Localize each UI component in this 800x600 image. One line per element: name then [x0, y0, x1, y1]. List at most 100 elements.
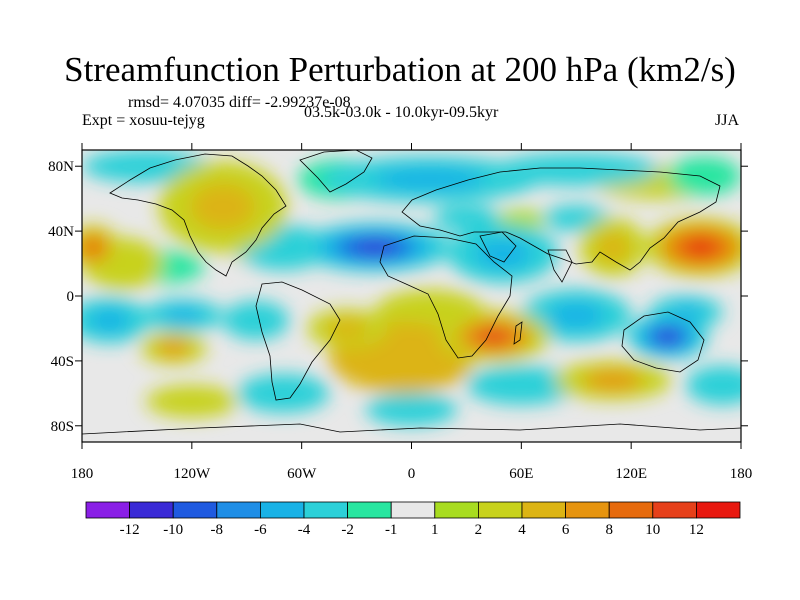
contour-cell — [645, 218, 741, 277]
colorbar-swatch — [129, 501, 174, 519]
contour-band — [466, 365, 577, 405]
coast-north-america — [109, 153, 287, 277]
y-tick-label: 40S — [51, 354, 74, 370]
colorbar-label: -8 — [211, 522, 224, 538]
contour-cell — [438, 310, 549, 363]
colorbar-swatch — [85, 501, 130, 519]
y-tick-label: 0 — [67, 289, 75, 305]
y-tick-label: 40N — [48, 224, 74, 240]
colorbar-swatch — [652, 501, 697, 519]
contour-cell — [237, 373, 330, 413]
contour-band — [190, 184, 255, 230]
coast-greenland — [299, 150, 373, 193]
contour-cell — [365, 393, 458, 426]
x-tick-label: 120E — [615, 466, 647, 482]
y-tick-label: 80S — [51, 419, 74, 435]
contour-field — [82, 150, 741, 426]
x-tick-label: 60E — [509, 466, 533, 482]
x-tick-label: 120W — [173, 466, 211, 482]
contour-cell — [579, 218, 646, 277]
colorbar-swatch — [172, 501, 218, 519]
contour-cell — [82, 224, 119, 271]
colorbar-swatch — [608, 501, 654, 519]
colorbar-swatch — [434, 501, 479, 519]
contour-band — [475, 239, 531, 269]
colorbar-swatch — [259, 501, 305, 519]
colorbar-label: -1 — [385, 522, 398, 538]
x-tick-label: 180 — [730, 466, 753, 482]
contour-cell — [142, 299, 223, 332]
coast-india — [547, 249, 573, 283]
contour-band — [657, 330, 678, 343]
y-tick-label: 80N — [48, 159, 74, 175]
colorbar-swatch — [216, 501, 261, 519]
coast-south-america — [255, 281, 341, 401]
contour-band — [222, 300, 289, 340]
contour-cell — [158, 161, 288, 253]
coast-madagascar — [513, 321, 523, 345]
colorbar-label: 2 — [475, 522, 483, 538]
contour-cell — [146, 385, 238, 418]
period-label: 03.5k-03.0k - 10.0kyr-09.5kyr — [304, 104, 499, 121]
colorbar: -12 -10 -8 -6 -4 -2 -1 1 2 4 6 8 10 12 — [85, 501, 741, 538]
stats-annotation: rmsd= 4.07035 diff= -2.99237e-08 — [128, 94, 351, 111]
contour-cell — [307, 308, 388, 348]
season-label: JJA — [715, 112, 740, 129]
contour-cell — [667, 156, 741, 196]
contour-band — [146, 385, 238, 418]
colorbar-label: 4 — [518, 522, 526, 538]
contour-cell — [82, 297, 150, 344]
contour-band — [433, 205, 500, 232]
contour-cell — [521, 289, 632, 342]
coast-eurasia — [401, 167, 721, 271]
contour-cell — [686, 365, 741, 405]
colorbar-label: 1 — [431, 522, 439, 538]
colorbar-label: -6 — [254, 522, 267, 538]
chart-title: Streamfunction Perturbation at 200 hPa (… — [64, 50, 736, 89]
contour-cell — [495, 210, 547, 230]
x-tick-label: 180 — [71, 466, 94, 482]
colorbar-label: -2 — [341, 522, 354, 538]
contour-band — [374, 167, 485, 191]
colorbar-swatch — [347, 501, 392, 519]
contour-band — [365, 393, 458, 426]
colorbar-label: -12 — [120, 522, 140, 538]
coast-africa — [379, 235, 513, 359]
coast-antarctica — [82, 423, 741, 435]
colorbar-label: -4 — [298, 522, 311, 538]
colorbar-swatch — [303, 501, 348, 519]
colorbar-swatch — [696, 501, 741, 519]
contour-cell — [466, 365, 577, 405]
contour-band — [495, 210, 547, 230]
contour-band — [596, 232, 630, 262]
contour-band — [89, 308, 130, 332]
contour-band — [237, 373, 330, 413]
colorbar-label: 12 — [689, 522, 704, 538]
contour-cell — [298, 223, 452, 272]
contour-cell — [82, 150, 211, 183]
contour-cell — [448, 224, 558, 284]
contour-band — [686, 240, 715, 255]
colorbar-label: -10 — [163, 522, 183, 538]
contour-cell — [554, 360, 672, 400]
colorbar-label: 10 — [645, 522, 660, 538]
x-tick-label: 0 — [408, 466, 416, 482]
coastlines — [82, 150, 741, 435]
contour-band — [327, 318, 368, 339]
experiment-label: Expt = xosuu-tejyg — [82, 112, 205, 129]
colorbar-swatch — [565, 501, 610, 519]
contour-band — [548, 302, 604, 329]
contour-cell — [319, 156, 540, 202]
coast-australia — [621, 311, 705, 373]
colorbar-swatch — [390, 501, 436, 519]
contour-band — [157, 339, 191, 357]
colorbar-label: 8 — [605, 522, 613, 538]
contour-band — [583, 370, 643, 391]
contour-band — [82, 150, 211, 183]
contour-cell — [433, 205, 500, 232]
contour-band — [667, 156, 741, 196]
colorbar-label: 6 — [562, 522, 570, 538]
axes: 180 120W 60W 0 60E 120E 180 80N 40N 0 40S 80S — [48, 143, 752, 482]
contour-band — [686, 365, 741, 405]
